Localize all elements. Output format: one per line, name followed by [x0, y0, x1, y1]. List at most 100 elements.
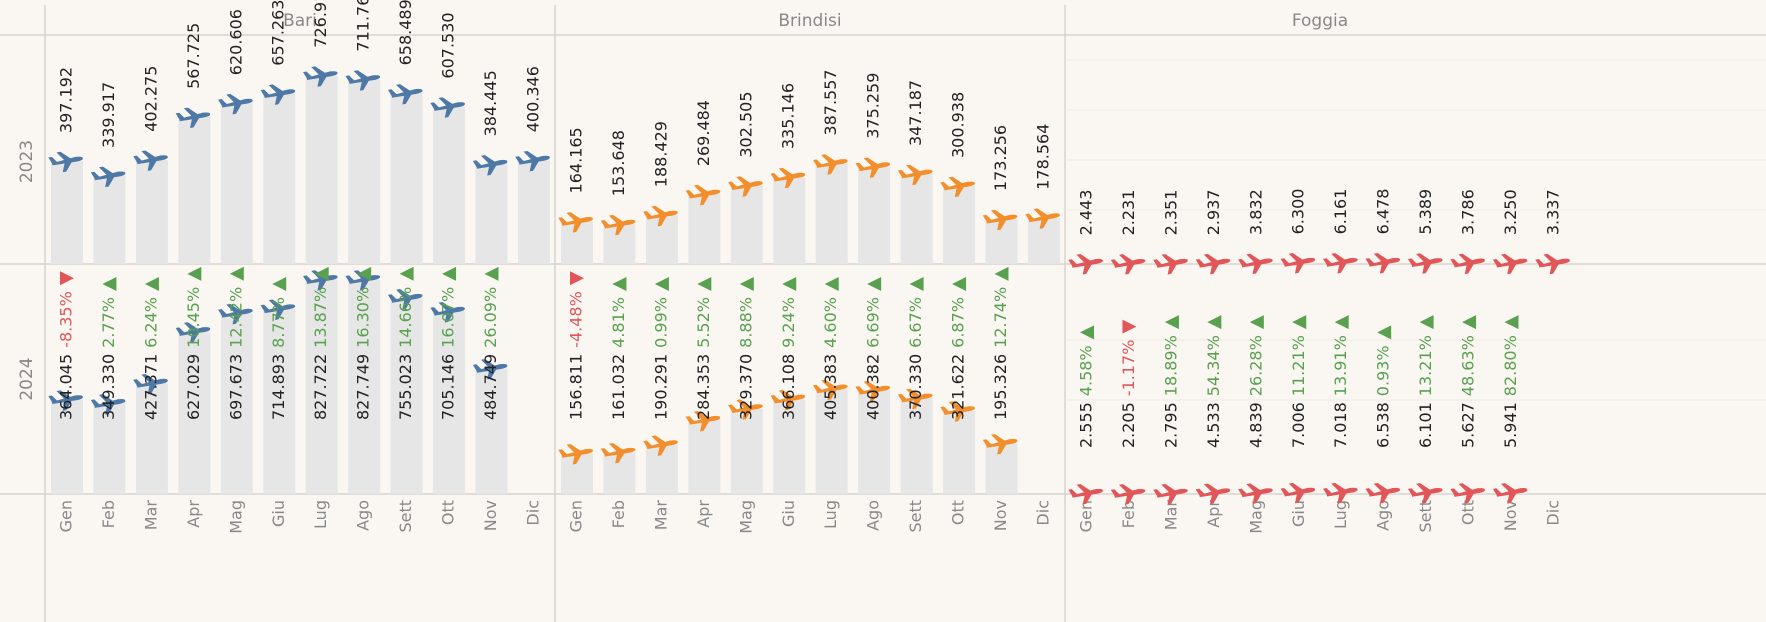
value-label: 347.187	[906, 80, 925, 146]
x-tick-label: Mar	[651, 500, 670, 531]
value-label: 405.383	[821, 354, 840, 420]
change-arrow	[697, 277, 712, 291]
bar	[51, 161, 83, 264]
x-tick-label: Feb	[1119, 500, 1138, 528]
value-label: 6.161	[1331, 189, 1350, 235]
bar	[220, 313, 253, 494]
bar	[943, 410, 976, 494]
value-label: 6.101	[1416, 402, 1435, 448]
change-label: 16.30%	[354, 287, 373, 348]
change-label: 26.28%	[1246, 335, 1265, 396]
x-tick-label: Mar	[141, 500, 160, 531]
bar	[178, 331, 211, 494]
change-arrow	[909, 277, 924, 291]
value-label: 4.533	[1204, 402, 1223, 448]
value-label: 6.478	[1374, 189, 1393, 235]
bar	[263, 93, 296, 264]
value-label: 3.250	[1501, 189, 1520, 235]
change-label: -8.35%	[57, 291, 76, 348]
change-label: 6.24%	[141, 297, 160, 348]
value-label: 2.231	[1119, 190, 1138, 236]
bar	[263, 308, 296, 494]
bar	[475, 368, 508, 494]
change-label: -1.17%	[1119, 340, 1138, 397]
x-tick-label: Gen	[567, 500, 586, 532]
change-label: 8.77%	[269, 297, 288, 348]
bar	[348, 79, 381, 265]
value-label: 2.795	[1161, 402, 1180, 448]
x-tick-label: Sett	[396, 500, 415, 533]
bar	[688, 420, 721, 494]
x-tick-label: Ago	[354, 500, 373, 531]
bar	[900, 398, 933, 494]
value-label: 827.722	[311, 354, 330, 420]
change-label: 82.80%	[1501, 335, 1520, 396]
value-label: 156.811	[567, 354, 586, 420]
x-tick-label: Ott	[439, 500, 458, 525]
x-tick-label: Feb	[609, 500, 628, 528]
change-label: 4.60%	[821, 297, 840, 348]
value-label: 370.330	[906, 354, 925, 420]
bar	[773, 177, 806, 264]
change-arrow	[612, 277, 627, 291]
bar	[305, 279, 338, 494]
value-label: 755.023	[396, 354, 415, 420]
change-label: 4.58%	[1077, 345, 1096, 396]
bar	[858, 166, 891, 264]
value-label: 339.917	[99, 82, 118, 148]
change-label: 54.34%	[1204, 335, 1223, 396]
value-label: 188.429	[651, 121, 670, 187]
panel-title: Bari	[283, 11, 317, 31]
change-arrow	[357, 266, 372, 281]
panel-title: Brindisi	[778, 11, 841, 31]
value-label: 711.766	[354, 0, 373, 52]
change-arrow	[144, 277, 159, 291]
bar	[943, 186, 976, 264]
x-tick-label: Mag	[1246, 500, 1265, 534]
change-label: 8.88%	[736, 297, 755, 348]
bar	[135, 383, 168, 494]
value-label: 3.337	[1543, 189, 1562, 235]
value-label: 329.370	[736, 354, 755, 420]
value-label: 195.326	[991, 354, 1010, 420]
change-label: 13.87%	[311, 287, 330, 348]
change-label: -4.48%	[567, 291, 586, 348]
bar	[517, 160, 550, 264]
value-label: 400.382	[864, 354, 883, 420]
x-tick-label: Ott	[1459, 500, 1478, 525]
x-tick-label: Giu	[269, 500, 288, 527]
value-label: 161.032	[609, 354, 628, 420]
value-label: 6.538	[1374, 402, 1393, 448]
change-label: 12.42%	[226, 287, 245, 348]
value-label: 3.786	[1459, 189, 1478, 235]
bar	[390, 298, 423, 494]
value-label: 657.263	[269, 0, 288, 66]
value-label: 2.443	[1077, 190, 1096, 236]
x-tick-label: Giu	[1289, 500, 1308, 527]
x-tick-label: Lug	[821, 500, 840, 529]
change-arrow	[1164, 315, 1179, 330]
value-label: 400.346	[523, 66, 542, 132]
value-label: 153.648	[609, 130, 628, 196]
value-label: 402.275	[141, 66, 160, 132]
change-arrow	[1419, 315, 1434, 330]
bar	[135, 159, 168, 264]
x-tick-label: Sett	[1416, 500, 1435, 533]
value-label: 607.530	[439, 12, 458, 78]
change-label: 26.09%	[481, 287, 500, 348]
change-arrow	[1462, 315, 1477, 330]
x-tick-label: Apr	[1204, 500, 1223, 528]
change-label: 0.99%	[651, 297, 670, 348]
bar	[178, 116, 211, 264]
value-label: 173.256	[991, 125, 1010, 191]
change-label: 6.67%	[906, 297, 925, 348]
change-arrow	[484, 266, 499, 281]
change-arrow	[994, 266, 1009, 281]
change-arrow	[782, 277, 797, 291]
value-label: 705.146	[439, 354, 458, 420]
bar	[51, 399, 83, 494]
value-label: 349.330	[99, 354, 118, 420]
bar	[433, 311, 466, 494]
value-label: 620.606	[226, 9, 245, 75]
x-tick-label: Feb	[99, 500, 118, 528]
